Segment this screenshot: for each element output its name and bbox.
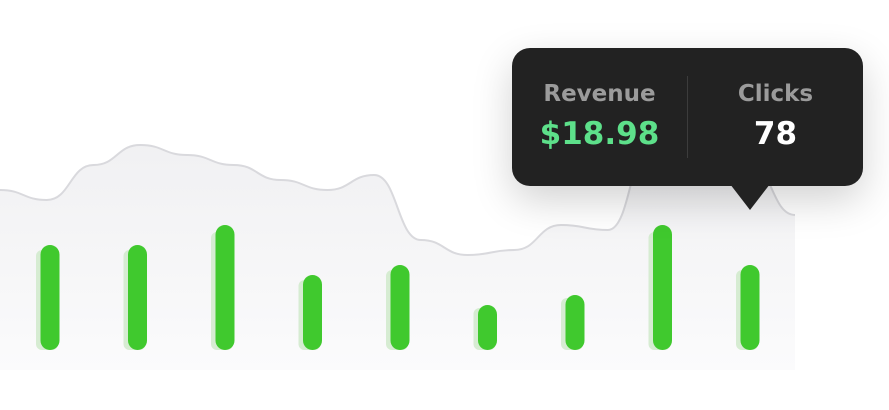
tooltip-pointer xyxy=(730,184,770,210)
tooltip: Revenue $18.98 Clicks 78 xyxy=(512,48,863,186)
tooltip-revenue-label: Revenue xyxy=(543,81,656,107)
tooltip-clicks-value: 78 xyxy=(753,116,798,152)
bar[interactable] xyxy=(40,245,60,350)
tooltip-clicks: Clicks 78 xyxy=(688,48,863,186)
bar[interactable] xyxy=(478,305,497,350)
bar[interactable] xyxy=(128,245,147,350)
bar[interactable] xyxy=(215,225,235,350)
tooltip-revenue-value: $18.98 xyxy=(539,116,660,152)
bar[interactable] xyxy=(303,275,322,350)
tooltip-clicks-label: Clicks xyxy=(737,81,814,107)
tooltip-divider xyxy=(687,76,688,158)
bar[interactable] xyxy=(740,265,760,350)
bar[interactable] xyxy=(390,265,410,350)
bar[interactable] xyxy=(653,225,672,350)
area-fill xyxy=(0,112,795,370)
tooltip-revenue: Revenue $18.98 xyxy=(512,48,687,186)
bar[interactable] xyxy=(565,295,585,350)
